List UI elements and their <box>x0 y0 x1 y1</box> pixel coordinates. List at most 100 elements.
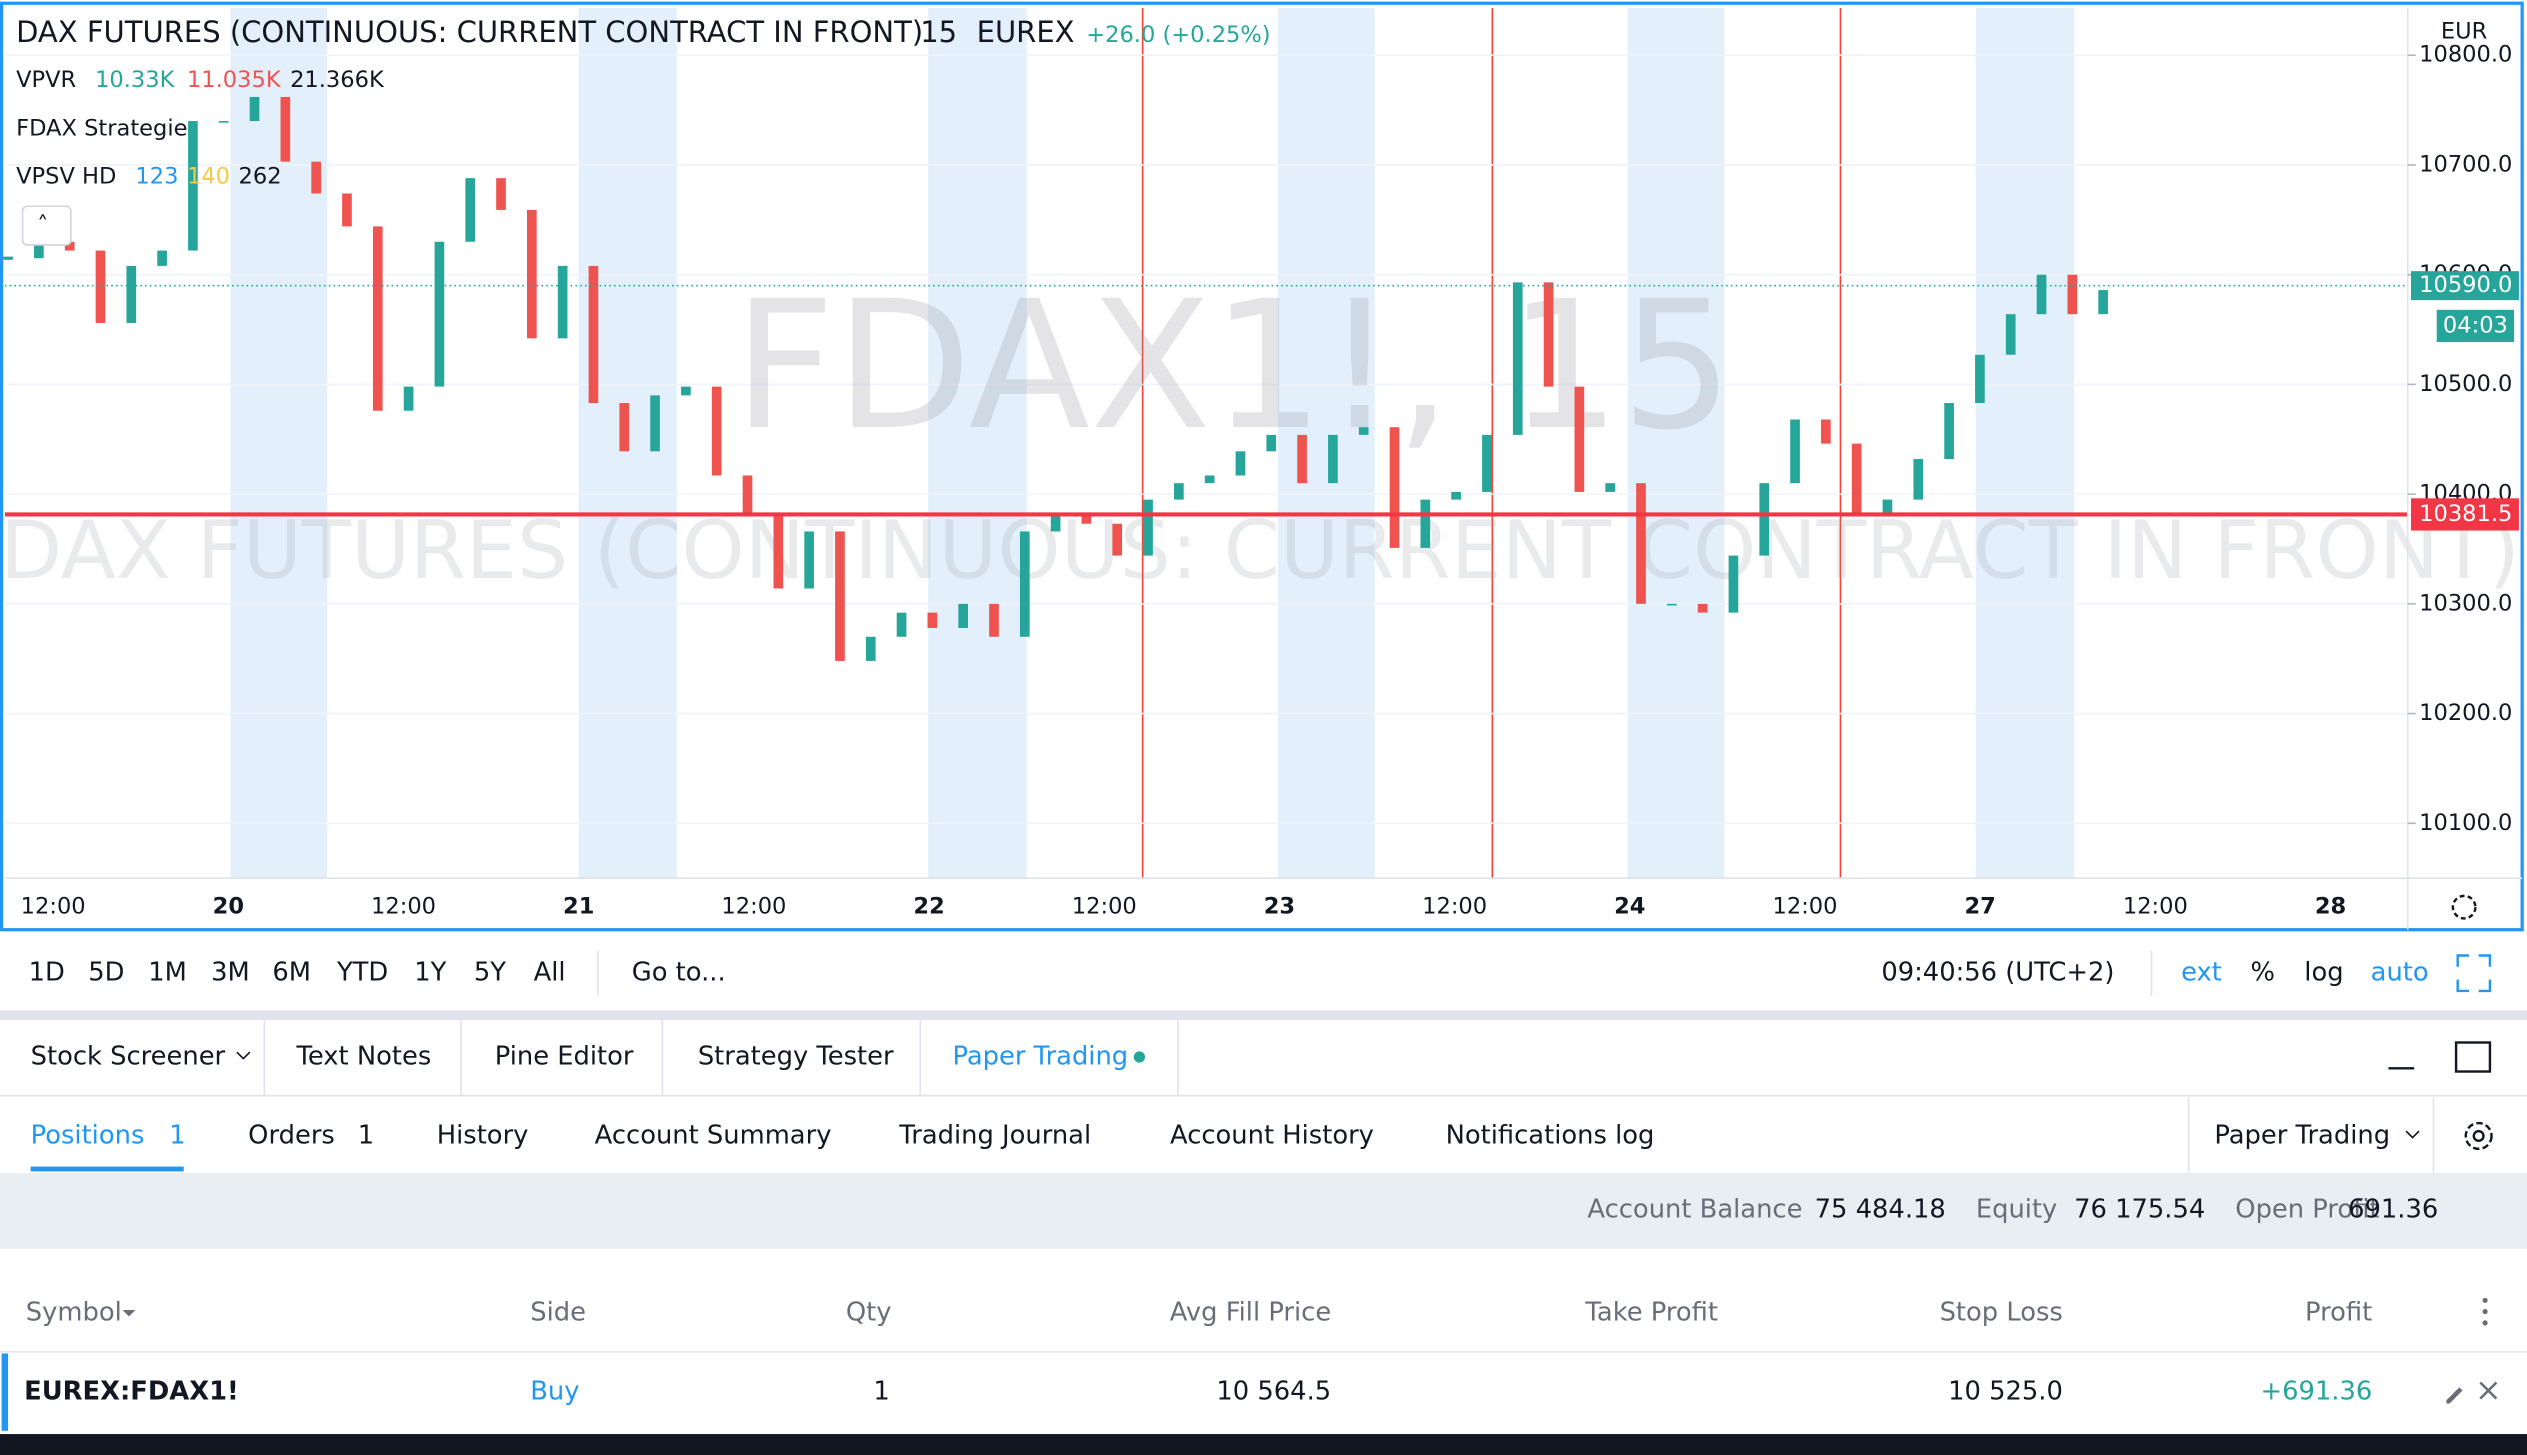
tab[interactable]: Text Notes <box>296 1042 432 1072</box>
active-underline <box>30 1166 184 1172</box>
candle <box>372 226 383 411</box>
candle <box>588 265 599 404</box>
tab[interactable]: Pine Editor <box>495 1042 634 1072</box>
candle <box>403 386 414 411</box>
candle <box>1451 491 1461 500</box>
log-toggle[interactable]: log <box>2304 958 2343 988</box>
candle <box>865 636 876 661</box>
candle <box>1143 499 1153 556</box>
candle <box>95 250 106 323</box>
y-tick-label: 10200.0 <box>2419 700 2512 726</box>
candle <box>1882 499 1893 517</box>
y-tick-label: 10500.0 <box>2419 371 2512 397</box>
close-button[interactable] <box>2479 1381 2498 1400</box>
sub-tab[interactable]: History <box>437 1120 529 1150</box>
fullscreen-icon[interactable] <box>2456 954 2492 993</box>
tab[interactable]: Stock Screener <box>31 1042 226 1072</box>
candle <box>1543 282 1554 387</box>
watermark-symbol: FDAX1!, 15 <box>733 262 1733 469</box>
column-header: Side <box>530 1298 586 1328</box>
settings-button[interactable] <box>2464 1121 2493 1151</box>
sub-tab[interactable]: Trading Journal <box>898 1120 1091 1150</box>
candle <box>1636 483 1646 604</box>
x-tick-label: 12:00 <box>1422 894 1487 920</box>
indicator-value: 11.035K <box>187 67 282 93</box>
candle <box>2036 274 2047 315</box>
candle <box>1389 427 1400 548</box>
maximize-button[interactable] <box>2454 1041 2492 1073</box>
y-tick-label: 10800.0 <box>2419 42 2512 68</box>
candle <box>1482 434 1492 492</box>
candle <box>1112 523 1123 556</box>
profit: +691.36 <box>2261 1377 2373 1407</box>
y-tick-label: 10700.0 <box>2419 151 2512 177</box>
indicator-value: 262 <box>239 164 282 190</box>
range-button[interactable]: 5D <box>88 958 124 988</box>
candle <box>1050 516 1061 532</box>
ext-toggle[interactable]: ext <box>2181 958 2222 988</box>
candle <box>1328 434 1338 484</box>
candle <box>1913 459 1924 500</box>
broker-select[interactable]: Paper Trading <box>2214 1120 2390 1150</box>
candle <box>157 250 167 266</box>
range-button[interactable]: 1Y <box>414 958 446 988</box>
indicator-name: FDAX Strategie <box>16 115 187 141</box>
range-button[interactable]: 5Y <box>474 958 506 988</box>
stop-loss: 10 525.0 <box>1948 1377 2063 1407</box>
candle <box>1420 499 1431 548</box>
column-header: Profit <box>2305 1298 2372 1328</box>
candle <box>34 241 44 259</box>
chart-title: DAX FUTURES (CONTINUOUS: CURRENT CONTRAC… <box>16 15 923 49</box>
row-indicator <box>1 1353 9 1431</box>
sub-tab[interactable]: Notifications log <box>1446 1120 1655 1150</box>
positions-table: Symbol Side Qty Avg Fill Price Take Prof… <box>0 1298 2527 1431</box>
candle <box>1975 354 1985 404</box>
candle <box>1821 419 1831 444</box>
goto-button[interactable]: Go to... <box>632 958 726 988</box>
range-button[interactable]: 3M <box>211 958 250 988</box>
x-tick-label: 12:00 <box>721 894 786 920</box>
tab-active[interactable]: Paper Trading <box>952 1042 1128 1072</box>
sub-tab[interactable]: Account History <box>1170 1120 1374 1150</box>
sort-icon <box>122 1309 136 1317</box>
range-button[interactable]: 1D <box>29 958 65 988</box>
sub-tabs: Positions 1 Orders 1 History Account Sum… <box>30 1097 2493 1174</box>
sub-tab[interactable]: Positions <box>31 1120 145 1150</box>
candle <box>896 612 907 637</box>
candle <box>1728 555 1739 613</box>
candle <box>1512 282 1523 435</box>
indicator-value: 21.366K <box>290 67 385 93</box>
indicator-name: VPSV HD <box>16 164 116 190</box>
percent-toggle[interactable]: % <box>2250 958 2274 988</box>
position-price-box <box>2410 498 2519 531</box>
candle <box>1266 434 1277 452</box>
avg-fill-price: 10 564.5 <box>1216 1377 1331 1407</box>
sessions <box>230 8 2075 879</box>
candle <box>619 403 630 452</box>
candle <box>2005 314 2016 355</box>
settings-icon[interactable] <box>2451 894 2477 920</box>
session-markers <box>1141 8 1842 879</box>
summary-value: 75 484.18 <box>1815 1195 1946 1225</box>
candle <box>342 193 352 227</box>
bottom-tabs: Stock Screener Text Notes Pine Editor St… <box>0 1019 2527 1097</box>
collapse-button[interactable] <box>21 205 72 246</box>
more-menu[interactable] <box>2482 1297 2488 1326</box>
sub-tab[interactable]: Orders <box>248 1120 335 1150</box>
range-button[interactable]: 6M <box>272 958 311 988</box>
range-button[interactable]: All <box>534 958 566 988</box>
column-header[interactable]: Symbol <box>26 1298 122 1328</box>
edit-button[interactable] <box>2446 1387 2463 1404</box>
indicator-value: 140 <box>187 164 230 190</box>
symbol[interactable]: EUREX:FDAX1! <box>24 1377 239 1407</box>
range-button[interactable]: 1M <box>148 958 187 988</box>
tab[interactable]: Strategy Tester <box>698 1042 894 1072</box>
auto-toggle[interactable]: auto <box>2371 958 2429 988</box>
column-header: Take Profit <box>1584 1298 1718 1328</box>
sub-tab[interactable]: Account Summary <box>595 1120 832 1150</box>
range-button[interactable]: YTD <box>336 958 388 988</box>
candle <box>1235 451 1246 476</box>
range-bar: 1D 5D 1M 3M 6M YTD 1Y 5Y All Go to... 09… <box>29 950 2492 996</box>
x-tick-label: 27 <box>1964 894 1995 920</box>
summary-label: Open Profit <box>2235 1195 2379 1225</box>
